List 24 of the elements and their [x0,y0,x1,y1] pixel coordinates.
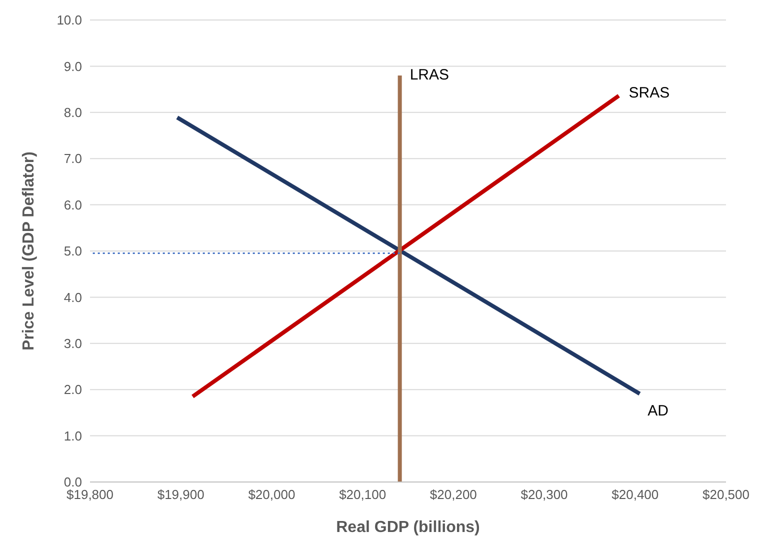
y-tick-label: 1.0 [64,428,82,444]
series-label: LRAS [410,66,450,84]
y-tick-label: 10.0 [56,12,82,28]
x-tick-label: $19,900 [157,487,204,502]
y-tick-label: 6.0 [64,197,82,212]
series-label: AD [648,402,669,420]
y-tick-label: 3.0 [64,336,82,352]
y-tick-label: 8.0 [64,105,82,120]
x-axis-title: Real GDP (billions) [336,519,480,536]
x-tick-label: $19,800 [66,487,114,502]
x-tick-label: $20,300 [520,487,568,502]
y-tick-label: 2.0 [64,382,82,398]
x-tick-label: $20,400 [612,487,659,502]
y-axis-title: Price Level (GDP Deflator) [20,152,38,350]
x-tick-label: $20,500 [702,487,750,502]
y-tick-label: 4.0 [64,290,82,305]
series-label: SRAS [628,84,670,102]
y-tick-label: 5.0 [64,244,82,259]
y-tick-label: 7.0 [64,151,82,166]
x-tick-label: $20,200 [430,487,477,502]
y-tick-label: 9.0 [64,58,82,74]
x-tick-label: $20,100 [339,487,386,502]
y-tick-label: 0.0 [64,474,82,490]
x-tick-label: $20,000 [248,487,296,502]
